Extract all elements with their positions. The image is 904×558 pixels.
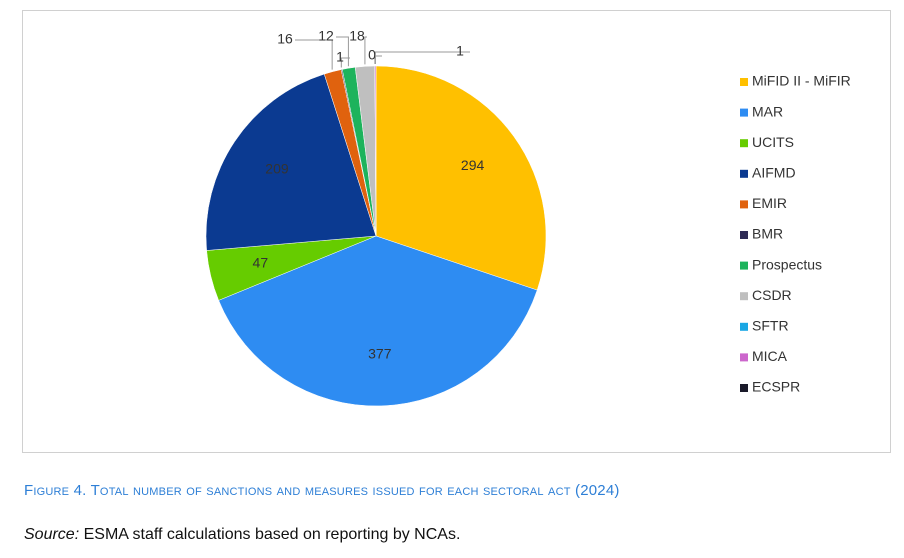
legend-swatch: [740, 261, 748, 270]
source-text: ESMA staff calculations based on reporti…: [83, 526, 461, 543]
legend-label: BMR: [752, 226, 783, 242]
legend-label: MiFID II - MiFIR: [752, 73, 851, 89]
leader-line: [374, 51, 470, 65]
leader-line: [340, 57, 350, 68]
data-label: 294: [461, 157, 485, 173]
legend-label: MAR: [752, 103, 783, 119]
legend-label: AIFMD: [752, 165, 796, 181]
legend-swatch: [740, 78, 748, 86]
data-label: 18: [349, 28, 365, 44]
data-label: 16: [277, 31, 293, 47]
legend-label: MICA: [752, 348, 788, 364]
data-label: 1: [456, 43, 464, 59]
data-label: 47: [253, 255, 269, 271]
leader-line: [295, 39, 333, 70]
legend-swatch: [740, 353, 748, 362]
legend-swatch: [740, 322, 748, 331]
pie-slice: [375, 65, 547, 291]
legend-label: UCITS: [752, 134, 794, 150]
source-note: Source: ESMA staff calculations based on…: [24, 526, 460, 544]
pie-slice: [218, 235, 538, 407]
legend-swatch: [740, 169, 748, 178]
data-label: 209: [265, 161, 289, 177]
legend-swatch: [740, 384, 748, 392]
leader-line: [336, 36, 349, 67]
data-label: 377: [368, 346, 392, 362]
legend-label: Prospectus: [752, 256, 822, 272]
figure-caption: Figure 4. Total number of sanctions and …: [24, 482, 620, 499]
source-label: Source:: [24, 526, 80, 543]
legend-label: CSDR: [752, 287, 792, 303]
legend-swatch: [740, 139, 748, 148]
legend-label: SFTR: [752, 318, 789, 334]
pie-slice: [205, 73, 377, 251]
data-label: 12: [318, 28, 334, 44]
legend-swatch: [740, 200, 748, 209]
leader-line: [374, 55, 382, 65]
legend-swatch: [740, 292, 748, 301]
legend-swatch: [740, 231, 748, 239]
pie-slice: [374, 65, 377, 237]
leader-line: [364, 36, 367, 65]
legend-label: ECSPR: [752, 379, 800, 395]
data-label: 0: [368, 47, 376, 63]
legend-swatch: [740, 108, 748, 117]
legend-label: EMIR: [752, 195, 787, 211]
data-label: 1: [336, 49, 344, 65]
